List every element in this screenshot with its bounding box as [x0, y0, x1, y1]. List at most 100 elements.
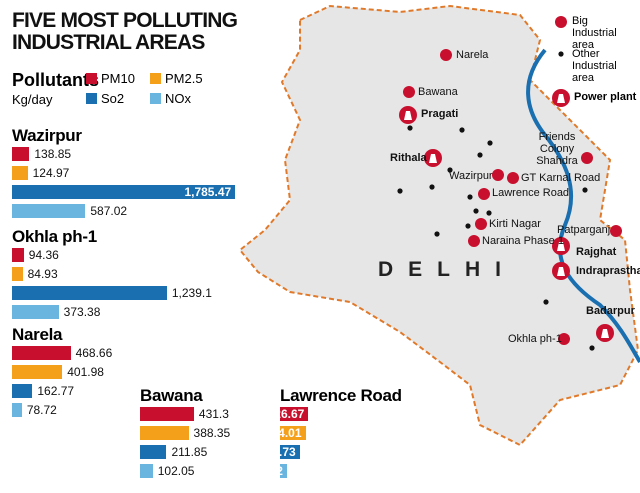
- power-plant-icon: [601, 329, 609, 338]
- big-industrial-marker: [468, 235, 480, 247]
- value-label: 162.77: [37, 384, 75, 398]
- industrial-dot: [487, 140, 493, 146]
- big-industrial-marker: [475, 218, 487, 230]
- big-industrial-marker: [581, 152, 593, 164]
- map-label: Friends Colony Shahdra: [536, 131, 578, 167]
- industrial-dot: [477, 152, 483, 158]
- legend-label: So2: [101, 91, 125, 106]
- value-label: 431.3: [198, 407, 229, 421]
- bar: [12, 403, 22, 417]
- legend-label: PM10: [101, 71, 135, 86]
- map-label: Badarpur: [586, 305, 635, 317]
- bar: [140, 426, 189, 440]
- map-legend-label: Other Industrial area: [572, 48, 617, 84]
- map-label: Narela: [456, 49, 489, 61]
- legend-swatch: [150, 73, 161, 84]
- map-title: DELHI: [378, 258, 516, 281]
- bar: [140, 445, 167, 459]
- legend-label: NOx: [165, 91, 191, 106]
- big-industrial-marker: [610, 225, 622, 237]
- value-label: 388.35: [193, 426, 231, 440]
- bar: [280, 407, 309, 421]
- value-label: 124.97: [32, 166, 70, 180]
- bar: [280, 464, 287, 478]
- map-label: Kirti Nagar: [489, 218, 541, 230]
- bar: [12, 305, 59, 319]
- industrial-dot: [429, 184, 435, 190]
- map-label: Pragati: [421, 108, 459, 120]
- industrial-dot: [434, 231, 440, 237]
- big-industrial-marker: [403, 86, 415, 98]
- bar: [12, 267, 23, 281]
- value-label: 204.01: [264, 426, 302, 440]
- industrial-dot: [486, 210, 492, 216]
- map-label: Wazirpur: [449, 170, 493, 182]
- map-label: GT Karnal Road: [521, 172, 601, 184]
- industrial-dot: [397, 188, 403, 194]
- bar: [140, 464, 153, 478]
- map-label: Patparganj: [557, 224, 611, 236]
- map-label: Rithala: [390, 152, 427, 164]
- value-label: 84.93: [27, 267, 58, 281]
- value-label: 55.42: [252, 464, 283, 478]
- value-label: 468.66: [75, 346, 113, 360]
- map-label: Naraina Phase 1: [482, 235, 564, 247]
- bar: [12, 346, 71, 360]
- value-label: 102.05: [157, 464, 195, 478]
- bar: [280, 445, 300, 459]
- bar: [12, 286, 167, 300]
- industrial-dot: [459, 127, 465, 133]
- value-label: 1,785.47: [184, 185, 232, 199]
- big-industrial-marker: [492, 169, 504, 181]
- value-label: 78.72: [26, 403, 57, 417]
- industrial-dot: [447, 167, 453, 173]
- value-label: 138.85: [34, 147, 72, 161]
- power-plant-icon: [557, 242, 565, 251]
- bar: [12, 365, 63, 379]
- bar: [12, 248, 24, 262]
- legend-label: PM2.5: [165, 71, 203, 86]
- legend-swatch: [150, 93, 161, 104]
- big-industrial-marker: [555, 16, 567, 28]
- industrial-dot: [543, 299, 549, 305]
- bar: [12, 185, 236, 199]
- power-plant-icon: [557, 267, 565, 276]
- map-legend-label: Big Industrial area: [572, 15, 617, 51]
- value-label: 226.67: [267, 407, 305, 421]
- big-industrial-marker: [507, 172, 519, 184]
- industrial-dot: [589, 345, 595, 351]
- value-label: 373.38: [63, 305, 101, 319]
- bar: [280, 426, 306, 440]
- map-label: Rajghat: [576, 246, 617, 258]
- title: FIVE MOST POLLUTING INDUSTRIAL AREAS: [12, 9, 238, 54]
- big-industrial-marker: [558, 333, 570, 345]
- value-label: 94.36: [28, 248, 59, 262]
- map-legend-label: Power plant: [574, 91, 637, 103]
- big-industrial-marker: [440, 49, 452, 61]
- chart-title: Okhla ph-1: [12, 227, 97, 246]
- industrial-dot: [467, 194, 473, 200]
- industrial-dot: [473, 208, 479, 214]
- chart-title: Narela: [12, 325, 63, 344]
- big-industrial-marker: [478, 188, 490, 200]
- chart-title: Lawrence Road: [280, 386, 402, 405]
- power-plant-icon: [429, 154, 437, 163]
- industrial-dot: [558, 51, 564, 57]
- chart-title: Bawana: [140, 386, 203, 405]
- industrial-dot: [465, 223, 471, 229]
- map-label: Okhla ph-1: [508, 333, 562, 345]
- value-label: 1,239.1: [171, 286, 212, 300]
- legend-swatch: [86, 93, 97, 104]
- industrial-dot: [582, 187, 588, 193]
- value-label: 211.85: [171, 445, 208, 459]
- delhi-outline: [238, 4, 640, 447]
- bar: [12, 166, 28, 180]
- bar: [12, 384, 33, 398]
- legend-swatch: [86, 73, 97, 84]
- value-label: 587.02: [90, 204, 128, 218]
- power-plant-icon: [557, 94, 565, 103]
- map-label: Lawrence Road: [492, 187, 570, 199]
- river: [526, 48, 640, 364]
